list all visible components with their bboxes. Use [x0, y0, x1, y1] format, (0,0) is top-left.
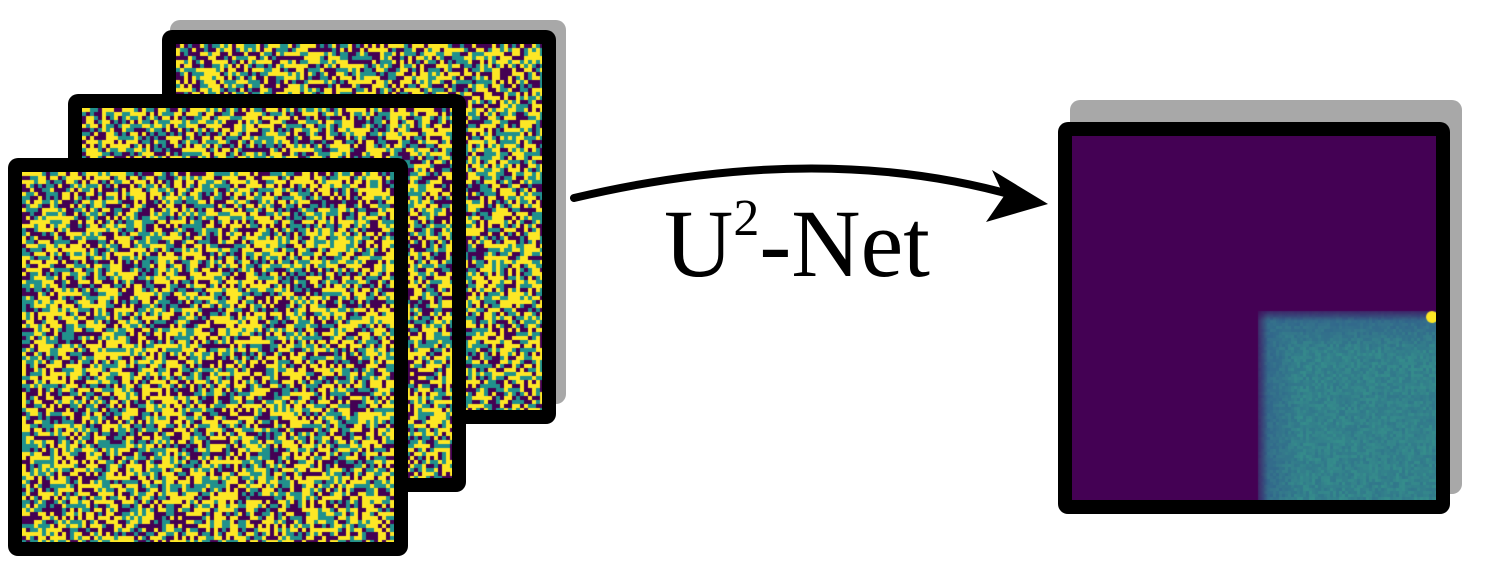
model-label: U2-Net — [664, 193, 930, 292]
noise-image-1 — [22, 172, 394, 542]
arrow-head-icon — [986, 170, 1048, 222]
model-label-superscript: 2 — [733, 190, 760, 247]
arrow-shaft — [570, 164, 1020, 202]
input-image-1 — [8, 158, 408, 556]
segmentation-output — [1072, 136, 1436, 500]
model-label-suffix: -Net — [759, 190, 930, 297]
output-image — [1058, 122, 1450, 514]
model-label-main: U — [664, 190, 734, 297]
